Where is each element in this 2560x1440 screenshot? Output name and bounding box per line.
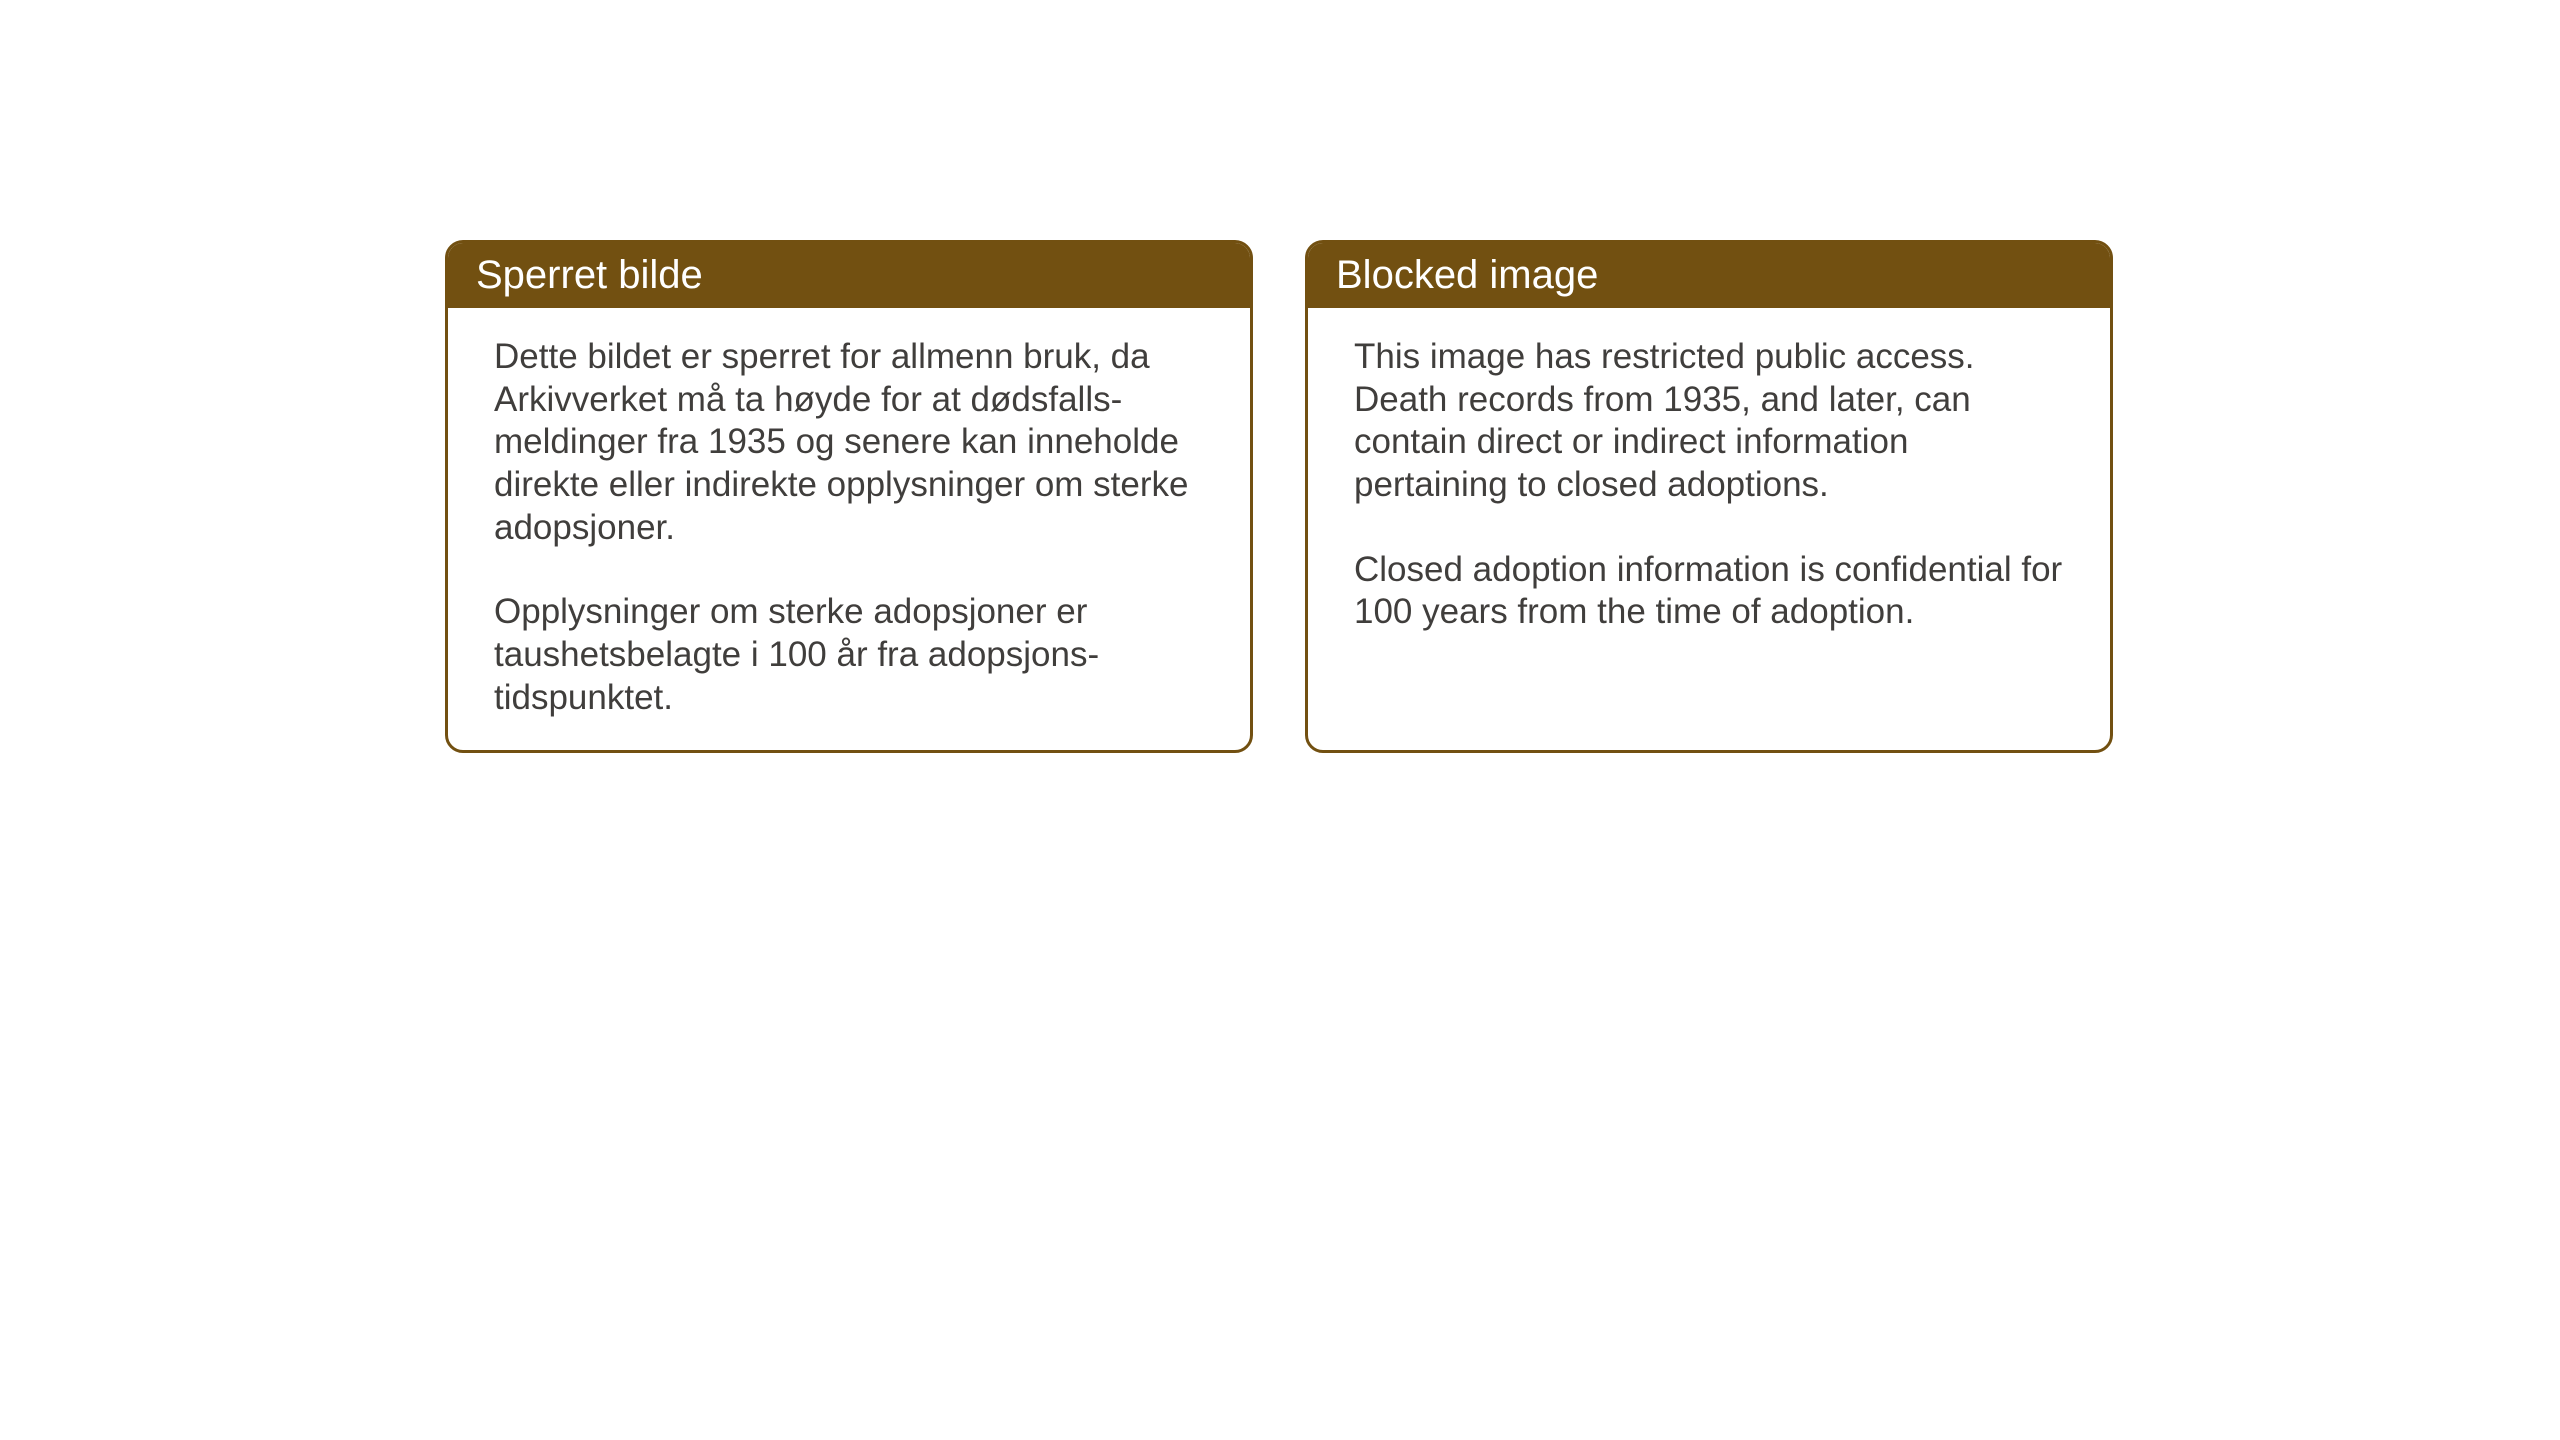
cards-container: Sperret bilde Dette bildet er sperret fo… xyxy=(445,240,2113,753)
norwegian-paragraph-2: Opplysninger om sterke adopsjoner er tau… xyxy=(494,591,1204,719)
english-paragraph-2: Closed adoption information is confident… xyxy=(1354,549,2064,634)
norwegian-card-header: Sperret bilde xyxy=(448,243,1250,308)
norwegian-title: Sperret bilde xyxy=(476,253,703,297)
norwegian-card-body: Dette bildet er sperret for allmenn bruk… xyxy=(448,308,1250,753)
english-paragraph-1: This image has restricted public access.… xyxy=(1354,336,2064,507)
english-card: Blocked image This image has restricted … xyxy=(1305,240,2113,753)
english-title: Blocked image xyxy=(1336,253,1598,297)
english-card-header: Blocked image xyxy=(1308,243,2110,308)
english-card-body: This image has restricted public access.… xyxy=(1308,308,2110,670)
norwegian-paragraph-1: Dette bildet er sperret for allmenn bruk… xyxy=(494,336,1204,549)
norwegian-card: Sperret bilde Dette bildet er sperret fo… xyxy=(445,240,1253,753)
